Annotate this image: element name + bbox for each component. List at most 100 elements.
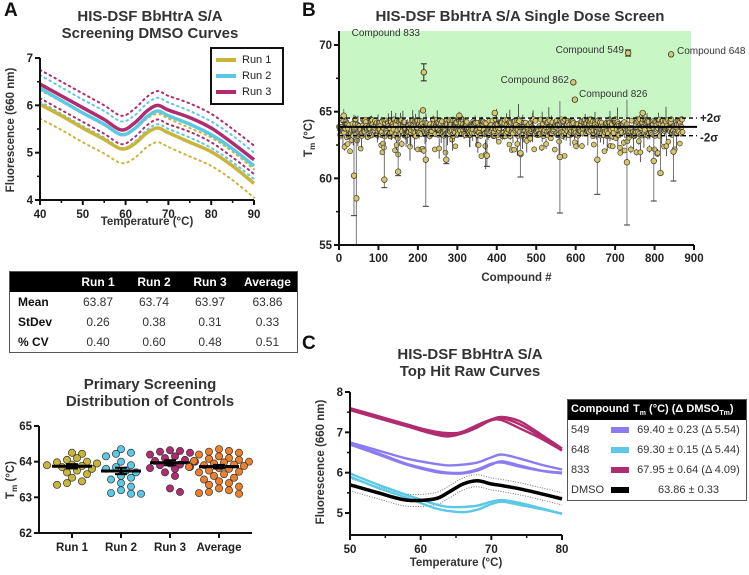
chart-a-title-line2: Screening DMSO Curves (61, 25, 239, 42)
chart-b-y-tick-label: 55 (319, 240, 332, 252)
run3-ci-line (39, 68, 255, 147)
run2-curve (39, 86, 256, 168)
chart-b-x-tick-label: 400 (487, 253, 506, 265)
stats-row-label: StDev (18, 315, 53, 329)
legend-swatch-run2 (216, 74, 236, 78)
chart-controls-y-tick-label: 62 (19, 528, 32, 540)
legend-c-value: 63.86 ± 0.33 (657, 484, 720, 497)
screen-point (591, 141, 597, 148)
screen-point (628, 146, 634, 153)
chart-a-y-tick-label: 4 (27, 195, 34, 207)
chart-b-x-tick-label: 500 (527, 253, 546, 265)
chart-controls-title-line2: Distribution of Controls (65, 393, 235, 410)
legend-item-run3: Run 3 (216, 84, 278, 100)
chart-c-y-tick-label: 5 (337, 508, 344, 520)
control-point-run1 (43, 461, 51, 470)
control-point-run3 (186, 448, 194, 457)
chart-controls-x-tick-label: Average (197, 542, 242, 554)
chart-b-y-tick-label: 65 (319, 107, 332, 119)
control-point-average (205, 454, 213, 463)
stats-cell: 63.74 (138, 295, 170, 309)
control-point-run3 (146, 450, 154, 459)
screen-point (421, 147, 427, 154)
screen-point (422, 156, 429, 163)
screen-point (506, 141, 513, 148)
hit-point (667, 51, 675, 58)
control-point-run2 (117, 445, 125, 454)
screen-point (670, 148, 677, 155)
legend-item-run2: Run 2 (216, 68, 278, 84)
chart-c-title: HIS-DSF BbHtrA S/A Top Hit Raw Curves (360, 346, 580, 380)
screen-point (357, 145, 364, 152)
screen-point (475, 142, 482, 148)
control-point-average (235, 467, 243, 476)
chart-c-title-line2: Top Hit Raw Curves (399, 363, 541, 380)
control-point-run2 (107, 489, 115, 498)
control-point-run1 (73, 454, 81, 463)
legend-c-header-tm: Tm (°C) (Δ DMSOTm) (633, 403, 734, 417)
compound-549-curve (349, 441, 563, 471)
hit-point (570, 79, 577, 86)
stats-row-cv: % CV 0.40 0.60 0.48 0.51 (10, 332, 298, 353)
chart-c-x-tick-label: 80 (556, 544, 569, 556)
chart-b-title: HIS-DSF BbHtrA S/A Single Dose Screen (375, 8, 665, 25)
screen-point (381, 176, 388, 183)
compound-833-curve (349, 408, 563, 452)
control-point-run1 (83, 470, 91, 479)
hit-label: Compound 826 (579, 89, 648, 100)
screen-point (538, 144, 545, 151)
screen-point (419, 107, 427, 114)
screen-point (398, 141, 405, 147)
stats-cell: 0.38 (142, 315, 166, 329)
control-point-run1 (53, 480, 61, 489)
chart-b-x-tick-label: 900 (684, 253, 703, 265)
control-point-run3 (166, 446, 174, 455)
legend-c-header: Compound Tm (°C) (Δ DMSOTm) (568, 400, 746, 421)
screen-point (601, 148, 608, 154)
run1-curve (39, 102, 256, 185)
chart-controls-y-label: Tm (°C) (5, 461, 19, 499)
chart-b-x-tick-label: 0 (336, 253, 342, 265)
stats-header-run3: Run 3 (182, 271, 238, 292)
chart-a-x-tick-label: 60 (119, 209, 132, 221)
screen-point (609, 143, 616, 150)
control-point-average (205, 447, 213, 456)
legend-c-compound: 549 (571, 424, 590, 437)
screen-point (679, 129, 686, 135)
screen-point (650, 157, 657, 165)
chart-c-x-tick-label: 60 (414, 544, 427, 556)
control-point-run1 (63, 479, 71, 488)
control-point-run3 (146, 464, 154, 473)
screen-point (621, 147, 628, 154)
run3-curve (39, 82, 256, 162)
chart-a-title: HIS-DSF BbHtrA S/A Screening DMSO Curves (40, 8, 260, 42)
control-point-average (235, 489, 243, 498)
control-point-run3 (171, 452, 179, 461)
screen-point (344, 141, 351, 147)
control-point-average (195, 489, 203, 498)
control-point-run2 (107, 475, 115, 484)
screen-point (637, 149, 644, 156)
control-point-run2 (127, 482, 135, 491)
chart-a-y-label: Fluorescence (660 nm) (5, 68, 17, 193)
screen-point (556, 138, 562, 145)
control-point-run2 (127, 448, 135, 457)
legend-c-header-compound: Compound (571, 403, 630, 415)
control-point-run3 (161, 468, 169, 477)
chart-c-legend: Compound Tm (°C) (Δ DMSOTm) 549 69.40 ± 0… (567, 399, 747, 502)
control-point-average (225, 486, 233, 495)
screen-point (514, 141, 521, 147)
control-point-average (185, 463, 193, 471)
stats-cell: 0.60 (142, 335, 166, 349)
chart-a-x-tick-label: 80 (205, 209, 218, 221)
screen-point (556, 153, 564, 161)
screen-point (483, 152, 491, 159)
legend-c-row-549: 549 69.40 ± 0.23 (Δ 5.54) (568, 420, 746, 440)
control-point-run3 (171, 464, 179, 473)
stats-cell: 0.51 (255, 335, 280, 349)
stats-header-run2: Run 2 (126, 271, 182, 292)
screen-point (531, 146, 538, 153)
chart-a-x-tick-label: 90 (248, 209, 261, 221)
legend-label-run1: Run 1 (242, 54, 272, 66)
run2-ci-line (39, 74, 255, 154)
